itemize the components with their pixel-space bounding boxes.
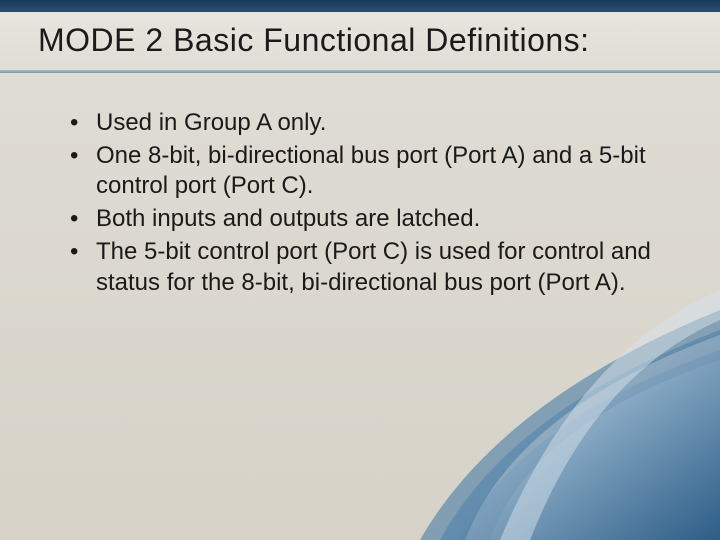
topbar-decoration	[0, 0, 720, 12]
title-underline	[0, 70, 720, 73]
slide: MODE 2 Basic Functional Definitions: Use…	[0, 0, 720, 540]
slide-title: MODE 2 Basic Functional Definitions:	[38, 22, 700, 59]
bullet-item: Used in Group A only.	[68, 108, 660, 139]
bullet-item: Both inputs and outputs are latched.	[68, 204, 660, 235]
swoosh-icon	[380, 260, 720, 540]
bullet-item: One 8-bit, bi-directional bus port (Port…	[68, 141, 660, 202]
corner-decoration	[380, 260, 720, 540]
